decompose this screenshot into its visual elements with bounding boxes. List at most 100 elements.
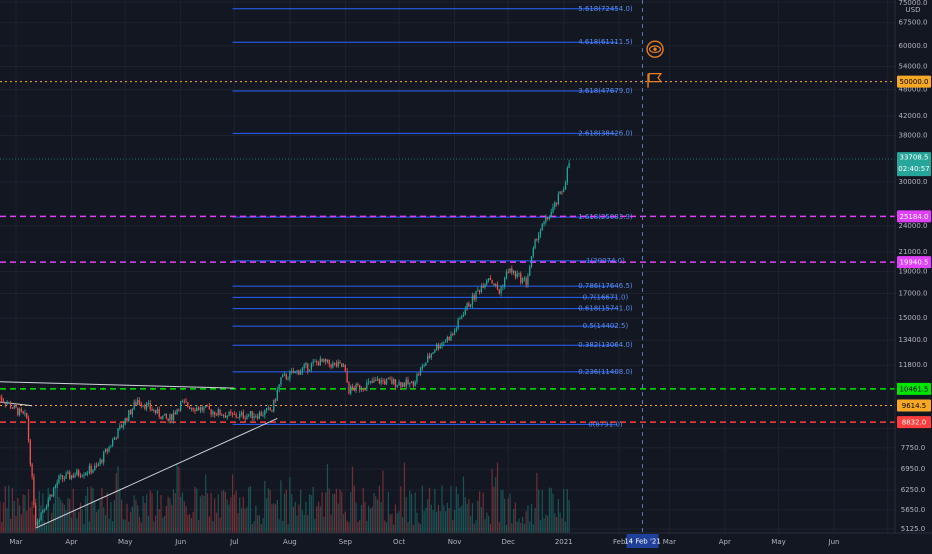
- candle-body: [431, 354, 432, 358]
- candle-body: [159, 409, 160, 417]
- time-axis-tick: Oct: [393, 538, 405, 546]
- candle-body: [508, 272, 509, 273]
- candle-body: [379, 379, 380, 384]
- volume-bar: [78, 512, 79, 533]
- candle-body: [210, 409, 211, 414]
- candle-body: [92, 470, 93, 473]
- candle-body: [128, 410, 129, 421]
- volume-bar: [296, 516, 297, 533]
- candle-body: [558, 194, 559, 204]
- volume-bar: [284, 494, 285, 533]
- price-axis-tick: 11800.0: [899, 361, 928, 369]
- volume-bar: [1, 522, 2, 533]
- volume-bar: [264, 481, 265, 533]
- volume-bar: [32, 502, 33, 533]
- candle-body: [411, 381, 412, 382]
- candle-body: [28, 418, 29, 440]
- candle-body: [465, 310, 466, 315]
- candle-body: [547, 217, 548, 219]
- candle-body: [321, 359, 322, 362]
- candle-body: [402, 383, 403, 387]
- candle-body: [445, 341, 446, 342]
- fib-level-label: 3.618(47679.0): [578, 87, 633, 95]
- volume-bar: [282, 521, 283, 533]
- volume-bar: [461, 505, 462, 533]
- volume-bar: [402, 517, 403, 533]
- volume-bar: [30, 507, 31, 533]
- volume-bar: [166, 506, 167, 533]
- candle-body: [506, 272, 507, 279]
- volume-bar: [511, 523, 512, 533]
- volume-bar: [318, 502, 319, 533]
- volume-bar: [46, 525, 47, 533]
- volume-bar: [483, 493, 484, 533]
- volume-bar: [468, 499, 469, 533]
- candle-body: [123, 425, 124, 428]
- volume-bar: [441, 486, 442, 533]
- volume-bar: [8, 486, 9, 533]
- fib-level-label: 0.7(16671.0): [583, 293, 629, 301]
- price-axis-tick: 42000.0: [899, 112, 928, 120]
- candle-body: [10, 403, 11, 408]
- volume-bar: [513, 509, 514, 533]
- candle-body: [329, 360, 330, 365]
- candle-body: [6, 403, 7, 404]
- volume-bar: [175, 493, 176, 533]
- candle-body: [443, 342, 444, 343]
- volume-bar: [302, 510, 303, 533]
- candle-body: [563, 189, 564, 191]
- candle-body: [389, 379, 390, 380]
- candle-body: [398, 382, 399, 385]
- candle-body: [219, 409, 220, 415]
- candle-body: [236, 415, 237, 418]
- candle-body: [479, 290, 480, 292]
- time-axis-panel[interactable]: [0, 533, 932, 550]
- candle-body: [135, 402, 136, 405]
- volume-bar: [245, 509, 246, 533]
- volume-bar: [225, 492, 226, 533]
- candle-body: [434, 350, 435, 352]
- candle-body: [271, 410, 272, 411]
- volume-bar: [311, 495, 312, 533]
- candle-body: [178, 410, 179, 411]
- candle-body: [377, 379, 378, 381]
- volume-bar: [205, 475, 206, 533]
- candle-body: [459, 318, 460, 319]
- volume-bar: [345, 511, 346, 533]
- volume-bar: [551, 488, 552, 533]
- fib-level-label: 0.236(11408.0): [578, 368, 633, 376]
- candle-body: [73, 475, 74, 477]
- volume-bar: [558, 499, 559, 533]
- volume-bar: [560, 512, 561, 533]
- candle-body: [400, 382, 401, 387]
- candle-body: [39, 520, 40, 521]
- price-axis-tick: 6950.0: [901, 465, 926, 473]
- volume-bar: [309, 494, 310, 533]
- volume-bar: [320, 506, 321, 533]
- fib-level-label: 1.618(25083.9): [578, 213, 633, 221]
- volume-bar: [390, 515, 391, 533]
- price-axis-tick: 21000.0: [899, 248, 928, 256]
- volume-bar: [343, 514, 344, 533]
- volume-bar: [185, 506, 186, 533]
- time-axis-tick: Mar: [9, 538, 22, 546]
- price-axis-tick: 5125.0: [901, 525, 926, 533]
- candle-body: [114, 438, 115, 440]
- candle-body: [160, 417, 161, 420]
- volume-bar: [139, 517, 140, 533]
- volume-bar: [409, 491, 410, 533]
- candle-body: [30, 440, 31, 464]
- price-axis-tick: 30000.0: [899, 178, 928, 186]
- candle-body: [153, 410, 154, 411]
- candle-body: [200, 407, 201, 410]
- candle-body: [40, 513, 41, 521]
- volume-bar: [266, 498, 267, 533]
- volume-bar: [21, 514, 22, 533]
- volume-bar: [404, 463, 405, 533]
- volume-bar: [153, 521, 154, 533]
- volume-bar: [200, 496, 201, 533]
- volume-bar: [3, 503, 4, 533]
- volume-bar: [241, 508, 242, 533]
